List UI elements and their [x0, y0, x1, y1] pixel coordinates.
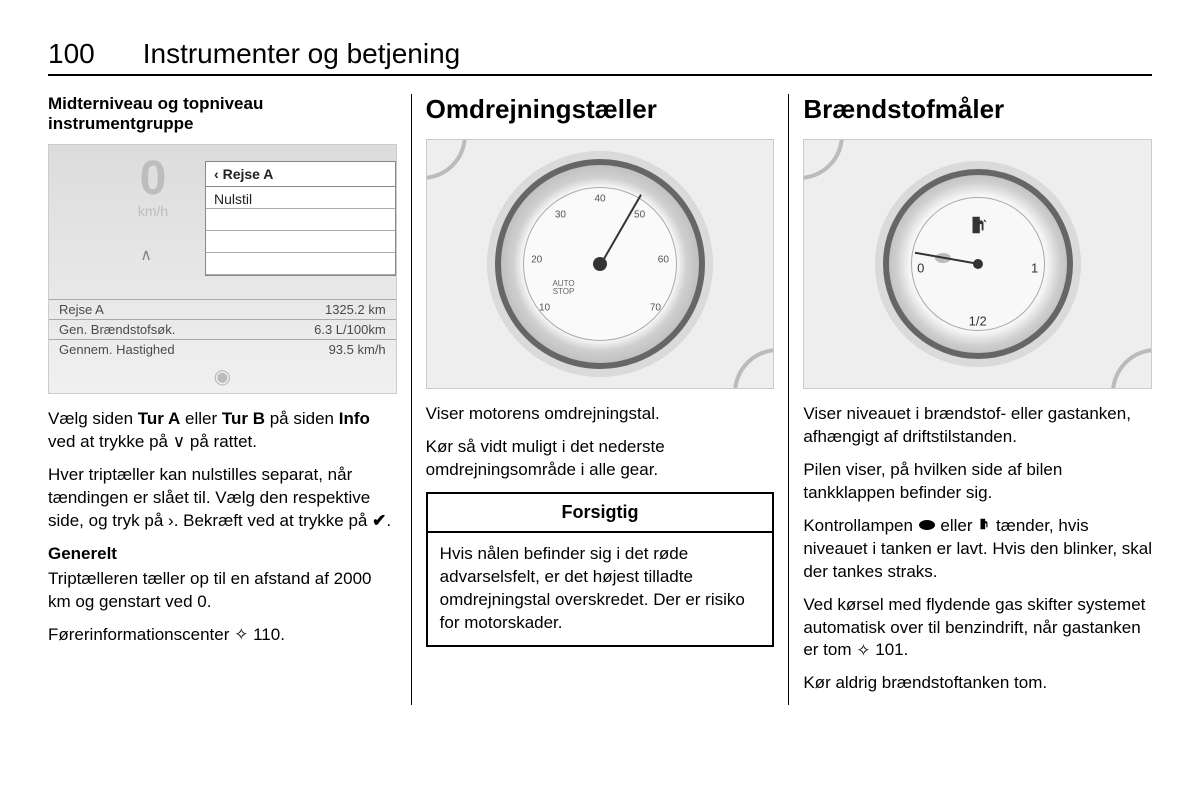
tachometer-figure: 10 20 30 40 50 60 70 AUTOSTOP	[426, 139, 775, 389]
tachometer-gauge: 10 20 30 40 50 60 70 AUTOSTOP	[495, 159, 705, 369]
gauge-hub	[593, 257, 607, 271]
trip-row: Gennem. Hastighed 93.5 km/h	[49, 339, 396, 359]
chapter-title: Instrumenter og betjening	[143, 38, 461, 70]
col1-p3: Triptælleren tæller op til en afstand af…	[48, 568, 397, 614]
col2-p1: Viser motorens omdrejningstal.	[426, 403, 775, 426]
up-chevron-icon: ∧	[140, 245, 152, 265]
page-number: 100	[48, 38, 95, 70]
corner-arc-icon	[803, 139, 844, 180]
autostop-label: AUTOSTOP	[552, 280, 574, 296]
col3-p1: Viser niveauet i brændstof- eller gastan…	[803, 403, 1152, 449]
col3-p4: Ved kørsel med flydende gas skifter syst…	[803, 594, 1152, 663]
corner-arc-icon	[426, 139, 467, 180]
caution-box: Forsigtig Hvis nålen befinder sig i det …	[426, 492, 775, 647]
speed-value: 0	[140, 151, 167, 206]
trip-row: Gen. Brændstofsøk. 6.3 L/100km	[49, 319, 396, 339]
fuel-gauge: 0 1/2 1	[883, 169, 1073, 359]
page-ref-icon: ✧	[856, 640, 870, 663]
col1-general-heading: Generelt	[48, 543, 397, 566]
column-3: Brændstofmåler 0 1/2 1 Viser niveauet i …	[788, 94, 1152, 705]
trip-menu-title: ‹ Rejse A	[206, 162, 395, 187]
column-2: Omdrejningstæller 10 20 30 40 50 60 70 A…	[411, 94, 789, 705]
col3-title: Brændstofmåler	[803, 94, 1152, 125]
col3-p3: Kontrollampen eller tænder, hvis niveaue…	[803, 515, 1152, 584]
col1-p2: Hver triptæller kan nulstilles separat, …	[48, 464, 397, 533]
check-icon-bold: ✔	[372, 510, 386, 533]
col1-p4: Førerinformationscenter ✧ 110.	[48, 624, 397, 647]
content-columns: Midterniveau og topniveau instrumentgrup…	[48, 94, 1152, 705]
trip-data-rows: Rejse A 1325.2 km Gen. Brændstofsøk. 6.3…	[49, 299, 396, 359]
fuel-gauge-figure: 0 1/2 1	[803, 139, 1152, 389]
trip-menu-blank	[206, 253, 395, 275]
col3-p2: Pilen viser, på hvilken side af bilen ta…	[803, 459, 1152, 505]
trip-menu-reset: Nulstil	[206, 187, 395, 209]
trip-menu-blank	[206, 231, 395, 253]
col2-title: Omdrejningstæller	[426, 94, 775, 125]
trip-row: Rejse A 1325.2 km	[49, 299, 396, 319]
col1-subheading: Midterniveau og topniveau instrumentgrup…	[48, 94, 397, 134]
down-chevron-icon: ∨	[173, 431, 185, 454]
corner-arc-icon	[733, 348, 774, 389]
col1-p1: Vælg siden Tur A eller Tur B på siden In…	[48, 408, 397, 454]
steering-icon: ◉	[214, 364, 231, 389]
page-ref-icon: ✧	[234, 624, 248, 647]
trip-menu: ‹ Rejse A Nulstil	[205, 161, 396, 276]
trip-menu-blank	[206, 209, 395, 231]
fuel-pump-icon	[977, 515, 991, 538]
speed-unit: km/h	[138, 203, 168, 219]
back-chevron-icon: ‹	[214, 166, 219, 182]
caution-body: Hvis nålen befinder sig i det røde advar…	[428, 533, 773, 645]
column-1: Midterniveau og topniveau instrumentgrup…	[48, 94, 411, 705]
fuel-pump-icon	[967, 214, 989, 241]
caution-title: Forsigtig	[428, 494, 773, 533]
corner-arc-icon	[1111, 348, 1152, 389]
trip-computer-figure: 0 km/h ∧ ‹ Rejse A Nulstil Rejse A 1325.…	[48, 144, 397, 394]
gauge-hub	[973, 259, 983, 269]
oval-indicator-icon	[918, 515, 936, 538]
col2-p2: Kør så vidt muligt i det nederste omdrej…	[426, 436, 775, 482]
col3-p5: Kør aldrig brændstoftanken tom.	[803, 672, 1152, 695]
page-header: 100 Instrumenter og betjening	[48, 38, 1152, 76]
